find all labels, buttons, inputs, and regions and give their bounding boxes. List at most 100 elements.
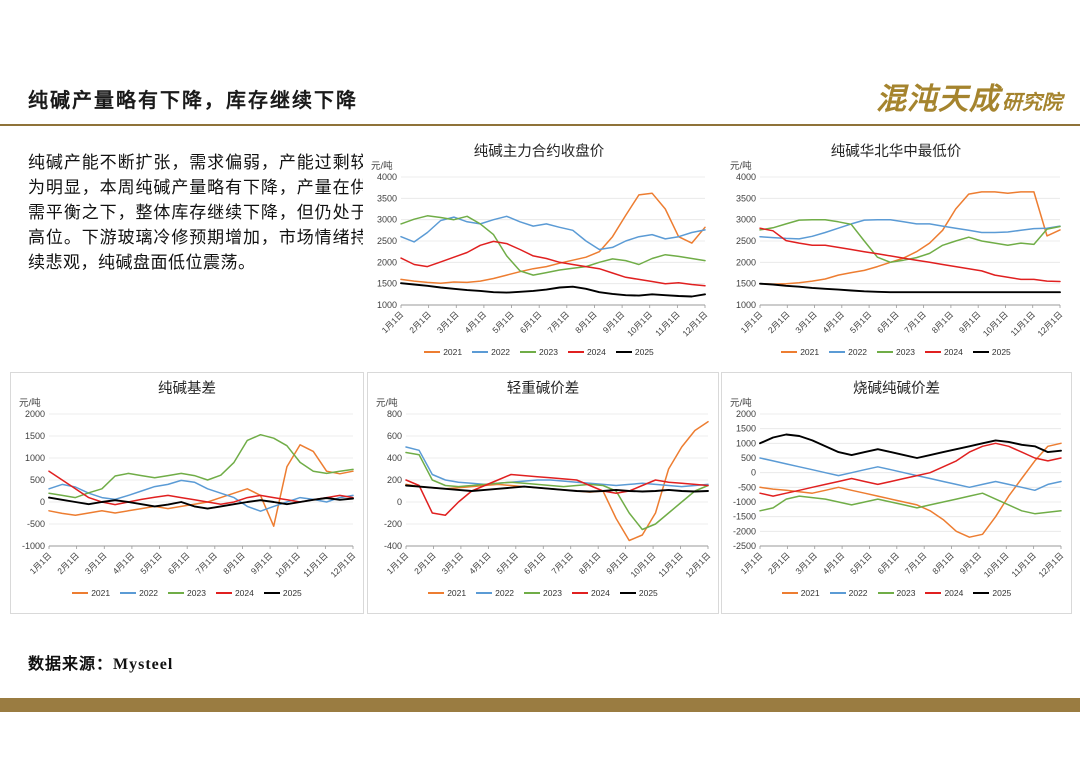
svg-text:6月1日: 6月1日 [518, 309, 544, 335]
svg-text:3500: 3500 [736, 193, 756, 203]
legend-swatch [924, 351, 941, 353]
legend-label: 2024 [944, 588, 964, 598]
svg-text:12月1日: 12月1日 [680, 309, 709, 338]
svg-text:2500: 2500 [377, 236, 397, 246]
chart-light-heavy-spread: 轻重碱价差 元/吨 -400 -200 0 200 400 600 800 1月1日 2月1日 3… [367, 372, 719, 614]
y-axis-unit-label: 元/吨 [730, 161, 752, 172]
svg-text:3000: 3000 [736, 215, 756, 225]
y-axis-unit-label: 元/吨 [730, 398, 752, 409]
legend-item-2025: 2025 [972, 347, 1011, 357]
legend-label: 2021 [443, 347, 463, 357]
logo-sub-text: 研究院 [1002, 92, 1062, 114]
legend-item-2025: 2025 [263, 588, 302, 598]
legend-item-2022: 2022 [472, 347, 510, 357]
chart-legend: 2021 2022 2023 2024 2025 [368, 588, 718, 598]
legend-item-2021: 2021 [781, 347, 819, 357]
legend-label: 2023 [896, 588, 916, 598]
legend-swatch [424, 351, 441, 353]
svg-text:1500: 1500 [25, 431, 45, 441]
svg-text:9月1日: 9月1日 [604, 550, 630, 576]
legend-item-2024: 2024 [571, 588, 610, 598]
svg-text:3月1日: 3月1日 [83, 550, 109, 576]
svg-text:2月1日: 2月1日 [766, 309, 792, 335]
legend-swatch [973, 592, 990, 594]
legend-item-2021: 2021 [428, 588, 466, 598]
svg-text:2000: 2000 [736, 257, 756, 267]
svg-text:4月1日: 4月1日 [467, 550, 493, 576]
legend-label: 2023 [539, 347, 558, 357]
legend-label: 2023 [543, 588, 562, 598]
svg-text:5月1日: 5月1日 [848, 309, 874, 335]
svg-text:-500: -500 [27, 519, 45, 529]
legend-item-2025: 2025 [619, 588, 658, 598]
svg-text:9月1日: 9月1日 [249, 550, 275, 576]
legend-swatch [877, 592, 894, 594]
svg-text:11月1日: 11月1日 [1008, 309, 1037, 338]
legend-swatch [972, 351, 989, 353]
svg-text:7月1日: 7月1日 [902, 309, 928, 335]
legend-swatch [615, 351, 632, 353]
svg-text:10月1日: 10月1日 [625, 309, 654, 338]
legend-swatch [524, 592, 541, 594]
svg-text:2000: 2000 [736, 409, 756, 419]
legend-item-2024: 2024 [925, 588, 963, 598]
legend-item-2022: 2022 [829, 347, 867, 357]
svg-text:4月1日: 4月1日 [111, 550, 137, 576]
chart-title: 纯碱华北华中最低价 [830, 144, 962, 160]
svg-text:200: 200 [387, 475, 402, 485]
chart-caustic-soda-spread: 烧碱纯碱价差 元/吨 -2500 -2000 -1500 -1000 -500 0 500 1… [721, 372, 1072, 614]
svg-text:5月1日: 5月1日 [490, 309, 516, 335]
svg-text:3500: 3500 [377, 193, 397, 203]
legend-label: 2021 [800, 347, 820, 357]
legend-swatch [877, 351, 894, 353]
svg-text:4月1日: 4月1日 [820, 309, 846, 335]
svg-text:9月1日: 9月1日 [957, 309, 983, 335]
svg-text:0: 0 [40, 497, 45, 507]
svg-text:10月1日: 10月1日 [273, 550, 302, 579]
legend-label: 2025 [282, 588, 302, 598]
svg-text:12月1日: 12月1日 [683, 550, 712, 579]
legend-item-2024: 2024 [924, 347, 963, 357]
data-source-label: 数据来源：Mysteel [28, 656, 174, 673]
legend-label: 2022 [848, 347, 868, 357]
legend-swatch [619, 592, 636, 594]
legend-item-2023: 2023 [877, 588, 916, 598]
legend-swatch [476, 592, 493, 594]
svg-text:7月1日: 7月1日 [193, 550, 219, 576]
legend-item-2022: 2022 [120, 588, 158, 598]
svg-text:3月1日: 3月1日 [435, 309, 461, 335]
legend-swatch [168, 592, 185, 594]
svg-text:2月1日: 2月1日 [407, 309, 433, 335]
svg-text:3月1日: 3月1日 [440, 550, 466, 576]
legend-item-2024: 2024 [567, 347, 606, 357]
svg-text:-2000: -2000 [733, 526, 756, 536]
legend-item-2023: 2023 [524, 588, 562, 598]
chart-legend: 2021 2022 2023 2024 2025 [11, 588, 363, 598]
svg-text:12月1日: 12月1日 [1035, 309, 1064, 338]
svg-text:6月1日: 6月1日 [875, 309, 901, 335]
legend-item-2021: 2021 [72, 588, 110, 598]
legend-swatch [829, 592, 846, 594]
chart-plot-area: 1000 1500 2000 2500 3000 3500 4000 1月1日 2月1日 3月1日… [377, 172, 709, 338]
legend-label: 2021 [800, 588, 820, 598]
company-logo: 混沌天成 研究院 [876, 74, 1062, 118]
legend-item-2023: 2023 [168, 588, 206, 598]
svg-text:400: 400 [387, 453, 402, 463]
legend-swatch [781, 351, 798, 353]
svg-text:3月1日: 3月1日 [793, 550, 819, 576]
chart-title: 烧碱纯碱价差 [853, 381, 940, 397]
svg-text:8月1日: 8月1日 [577, 550, 603, 576]
chart-plot-area: -2500 -2000 -1500 -1000 -500 0 500 1000 1500 2000… [733, 409, 1065, 579]
logo-main-text: 混沌天成 [876, 83, 1000, 116]
svg-text:-1000: -1000 [22, 541, 45, 551]
svg-text:9月1日: 9月1日 [601, 309, 627, 335]
svg-text:12月1日: 12月1日 [1036, 550, 1065, 579]
svg-text:3月1日: 3月1日 [793, 309, 819, 335]
y-axis-unit-label: 元/吨 [19, 398, 41, 409]
chart-main-contract-close: 纯碱主力合约收盘价 元/吨 1000 1500 2000 2500 3000 3500 40… [363, 136, 715, 368]
svg-text:11月1日: 11月1日 [301, 550, 330, 579]
legend-label: 2023 [187, 588, 206, 598]
svg-text:9月1日: 9月1日 [958, 550, 984, 576]
chart-legend: 2021 2022 2023 2024 2025 [363, 347, 715, 357]
